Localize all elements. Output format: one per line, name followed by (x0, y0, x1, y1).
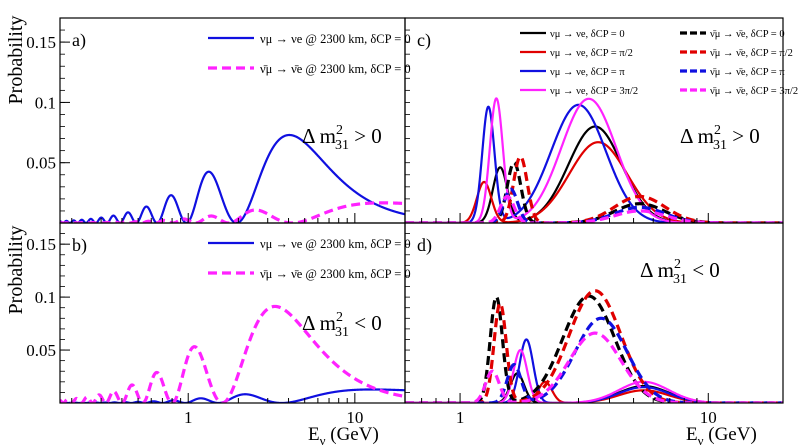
legend-label-c: ν̄μ → ν̄e, δCP = π/2 (710, 48, 793, 59)
legend-label-c: νμ → νe, δCP = π/2 (550, 48, 633, 59)
series-line-d-6 (405, 316, 783, 403)
series-line-d-0 (405, 372, 783, 403)
ytick-label-a: 0.05 (26, 154, 56, 173)
legend-label-a: νμ → νe @ 2300 km, δCP = 0 (260, 32, 411, 46)
series-line-c-6 (405, 187, 783, 223)
panel-label-c: c) (417, 30, 431, 51)
xtick-label-d: 1 (456, 408, 465, 427)
mass-ordering-annotation-c: Δ m2 31 > 0 (680, 123, 760, 153)
series-line-d-3 (405, 348, 783, 403)
series-line-c-1 (405, 141, 783, 223)
xtick-label-d: 10 (700, 408, 717, 427)
legend-label-c: νμ → νe, δCP = 0 (550, 29, 625, 40)
xtick-label-b: 1 (184, 408, 193, 427)
legend-label-c: ν̄μ → ν̄e, δCP = 0 (710, 29, 785, 40)
series-line-c-2 (405, 103, 783, 223)
mass-ordering-annotation-b: Δ m2 31 < 0 (302, 310, 382, 340)
y-axis-title-top: Probability (5, 16, 27, 105)
legend-label-b: ν̄μ → ν̄e @ 2300 km, δCP = 0 (260, 267, 411, 281)
legend-label-c: νμ → νe, δCP = 3π/2 (550, 86, 638, 97)
y-axis-title-bottom: Probability (5, 226, 27, 315)
legend-label-c: νμ → νe, δCP = π (550, 67, 625, 78)
panel-a-frame (59, 17, 406, 224)
ytick-label-b: 0.15 (26, 235, 56, 254)
series-line-d-5 (405, 289, 783, 403)
legend-label-b: νμ → νe @ 2300 km, δCP = 0 (260, 237, 411, 251)
panel-d-curves (405, 289, 783, 403)
series-line-c-7 (405, 194, 783, 223)
series-line-d-4 (405, 294, 783, 403)
x-axis-title-left: Eν (GeV) (308, 424, 379, 447)
series-line-c-3 (405, 97, 783, 223)
ytick-label-a: 0.15 (26, 33, 56, 52)
panel-label-d: d) (417, 235, 432, 256)
panel-d-frame (404, 222, 784, 404)
x-axis-title-right: Eν (GeV) (686, 424, 757, 447)
panel-label-a: a) (72, 30, 86, 51)
legend-label-c: ν̄μ → ν̄e, δCP = 3π/2 (710, 86, 798, 97)
legend-label-a: ν̄μ → ν̄e @ 2300 km, δCP = 0 (260, 62, 411, 76)
series-line-d-7 (405, 331, 783, 403)
series-line-b-1 (60, 304, 405, 403)
xtick-label-b: 10 (346, 408, 363, 427)
panel-a-curves (60, 133, 405, 223)
mass-ordering-annotation-a: Δ m2 31 > 0 (302, 123, 382, 153)
series-line-c-0 (405, 125, 783, 223)
series-line-c-4 (405, 161, 783, 223)
mass-ordering-annotation-d: Δ m2 31 < 0 (640, 257, 720, 287)
panel-label-b: b) (72, 235, 87, 256)
series-line-d-2 (405, 338, 783, 403)
series-line-c-5 (405, 155, 783, 223)
panel-c-curves (405, 97, 783, 223)
legend-label-c: ν̄μ → ν̄e, δCP = π (710, 67, 785, 78)
ytick-label-b: 0.05 (26, 341, 56, 360)
series-line-a-0 (60, 133, 405, 223)
ytick-label-a: 0.1 (35, 93, 56, 112)
ytick-label-b: 0.1 (35, 288, 56, 307)
